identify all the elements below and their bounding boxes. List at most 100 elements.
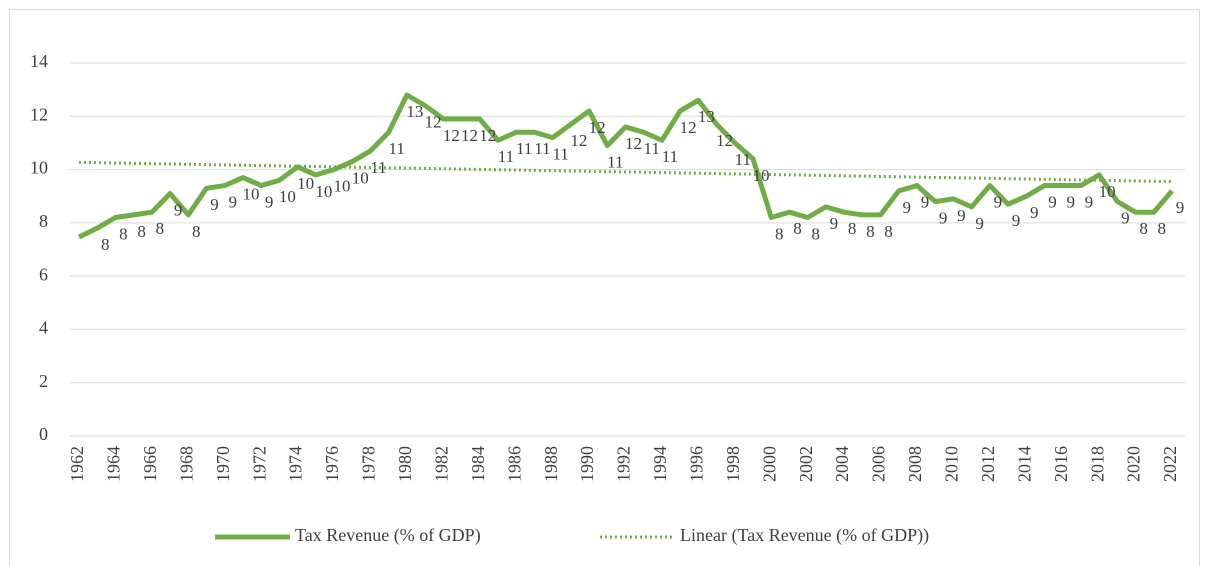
data-label: 8 (811, 224, 820, 243)
data-label: 10 (1099, 182, 1116, 201)
data-label: 8 (1139, 219, 1148, 238)
data-label: 10 (334, 176, 351, 195)
y-tick-label: 2 (39, 371, 48, 391)
data-label: 9 (210, 195, 219, 214)
data-line (77, 92, 1174, 240)
x-tick-label: 1978 (359, 446, 379, 482)
data-label: 8 (775, 224, 784, 243)
data-label: 12 (461, 126, 478, 145)
x-tick-label: 1994 (650, 446, 670, 482)
x-tick-label: 2002 (796, 446, 816, 482)
x-tick-label: 2018 (1087, 446, 1107, 482)
y-tick-label: 12 (30, 104, 48, 124)
y-tick-label: 0 (39, 424, 48, 444)
x-tick-label: 1962 (67, 446, 87, 482)
data-label: 9 (1066, 192, 1075, 211)
data-label: 8 (866, 222, 875, 241)
data-label: 9 (1030, 203, 1039, 222)
data-label: 8 (793, 219, 802, 238)
data-label: 8 (192, 222, 201, 241)
data-label: 11 (388, 139, 404, 158)
data-label: 11 (534, 139, 550, 158)
data-label: 8 (119, 224, 128, 243)
x-tick-label: 1982 (431, 446, 451, 482)
x-tick-label: 1990 (577, 446, 597, 482)
x-tick-label: 2004 (832, 446, 852, 482)
x-tick-label: 2014 (1014, 446, 1034, 482)
data-label: 10 (315, 182, 332, 201)
data-label: 9 (994, 192, 1003, 211)
data-label: 10 (297, 174, 314, 193)
data-label: 11 (370, 158, 386, 177)
y-tick-label: 8 (39, 211, 48, 231)
x-tick-label: 2010 (942, 446, 962, 482)
x-tick-label: 1974 (286, 446, 306, 482)
x-tick-label: 2016 (1051, 446, 1071, 482)
x-tick-label: 1970 (213, 446, 233, 482)
data-label: 9 (1121, 208, 1130, 227)
data-label: 13 (698, 107, 715, 126)
x-tick-label: 1984 (468, 446, 488, 482)
chart-border (9, 9, 1200, 566)
y-tick-label: 10 (30, 158, 48, 178)
trend-line (78, 160, 1173, 184)
x-tick-label: 2022 (1160, 446, 1180, 482)
data-label: 12 (425, 113, 442, 132)
data-label: 13 (406, 102, 423, 121)
data-label: 12 (589, 118, 606, 137)
data-label: 8 (848, 219, 857, 238)
x-tick-label: 1986 (504, 446, 524, 482)
x-tick-label: 1968 (176, 446, 196, 482)
data-label: 9 (830, 214, 839, 233)
data-label: 11 (552, 145, 568, 164)
data-label: 10 (242, 184, 259, 203)
data-label: 9 (921, 192, 930, 211)
data-label: 9 (265, 192, 274, 211)
data-label: 11 (735, 150, 751, 169)
x-tick-label: 1972 (249, 446, 269, 482)
data-label: 8 (156, 219, 165, 238)
x-tick-label: 1976 (322, 446, 342, 482)
data-label: 10 (753, 166, 770, 185)
data-label: 9 (903, 198, 912, 217)
data-label: 8 (1158, 219, 1167, 238)
data-label: 12 (570, 131, 587, 150)
data-label: 8 (101, 235, 110, 254)
data-label: 11 (644, 139, 660, 158)
x-tick-label: 2000 (759, 446, 779, 482)
legend-label: Linear (Tax Revenue (% of GDP)) (680, 525, 929, 546)
x-tick-label: 1998 (723, 446, 743, 482)
x-tick-label: 1980 (395, 446, 415, 482)
data-label: 10 (352, 168, 369, 187)
x-tick-label: 1996 (686, 446, 706, 482)
x-tick-label: 1988 (541, 446, 561, 482)
y-tick-label: 4 (39, 318, 48, 338)
data-label: 9 (975, 214, 984, 233)
data-label: 12 (443, 126, 460, 145)
x-tick-label: 1992 (614, 446, 634, 482)
data-label: 10 (279, 187, 296, 206)
y-tick-label: 6 (39, 264, 48, 284)
data-label: 9 (957, 206, 966, 225)
data-label: 11 (498, 147, 514, 166)
data-label: 8 (884, 222, 893, 241)
data-label: 9 (1048, 192, 1057, 211)
legend-label: Tax Revenue (% of GDP) (295, 525, 481, 546)
data-label: 12 (680, 118, 697, 137)
data-label: 12 (625, 134, 642, 153)
x-tick-label: 2008 (905, 446, 925, 482)
data-label: 9 (174, 200, 183, 219)
data-label: 9 (1012, 211, 1021, 230)
x-tick-label: 2020 (1124, 446, 1144, 482)
data-label: 11 (662, 147, 678, 166)
data-label: 11 (516, 139, 532, 158)
x-tick-label: 1964 (104, 446, 124, 482)
data-label: 8 (137, 222, 146, 241)
data-label: 9 (939, 208, 948, 227)
x-tick-label: 2006 (869, 446, 889, 482)
data-label: 11 (607, 152, 623, 171)
data-label: 9 (1176, 198, 1185, 217)
data-label: 9 (1085, 192, 1094, 211)
data-label: 12 (479, 126, 496, 145)
